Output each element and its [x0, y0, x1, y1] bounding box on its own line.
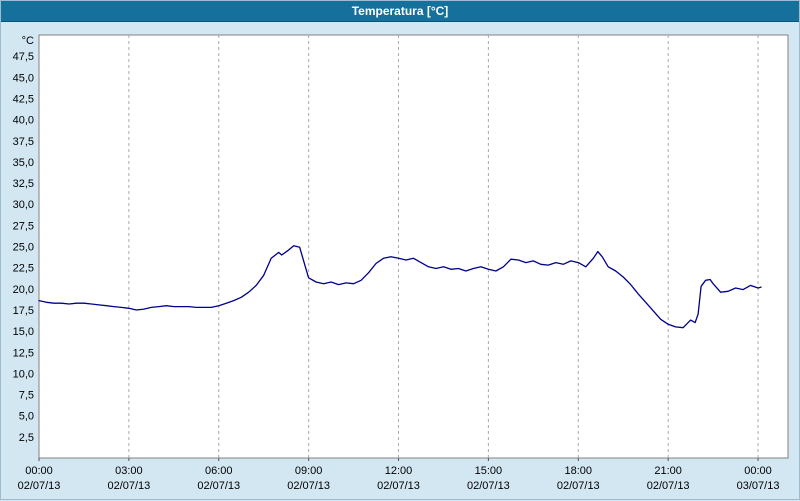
svg-text:10,0: 10,0: [13, 368, 34, 380]
svg-text:03:00: 03:00: [115, 465, 143, 477]
svg-text:03/07/13: 03/07/13: [737, 480, 780, 492]
svg-text:02/07/13: 02/07/13: [647, 480, 690, 492]
svg-text:47,5: 47,5: [13, 51, 34, 63]
svg-text:37,5: 37,5: [13, 136, 34, 148]
svg-text:15,0: 15,0: [13, 326, 34, 338]
title-bar[interactable]: Temperatura [°C]: [1, 1, 799, 22]
svg-text:7,5: 7,5: [19, 390, 34, 402]
svg-text:18:00: 18:00: [565, 465, 593, 477]
y-axis-unit-label: °C: [22, 35, 34, 47]
svg-text:21:00: 21:00: [654, 465, 682, 477]
svg-text:02/07/13: 02/07/13: [287, 480, 330, 492]
svg-text:32,5: 32,5: [13, 178, 34, 190]
x-axis-labels: 00:00 02/07/13 03:00 02/07/13 06:00 02/07/13 0…: [18, 465, 780, 492]
svg-text:12,5: 12,5: [13, 347, 34, 359]
svg-text:27,5: 27,5: [13, 220, 34, 232]
svg-text:35,0: 35,0: [13, 157, 34, 169]
svg-text:02/07/13: 02/07/13: [557, 480, 600, 492]
svg-text:15:00: 15:00: [475, 465, 503, 477]
temperature-chart: 47,5 45,0 42,5 40,0 37,5 35,0 32,5 30,0 27,5 25,0…: [13, 34, 789, 492]
svg-text:02/07/13: 02/07/13: [18, 480, 61, 492]
plot-area: [38, 34, 789, 459]
svg-text:02/07/13: 02/07/13: [467, 480, 510, 492]
gridlines: [128, 35, 759, 458]
x-tick-marks: [38, 458, 759, 461]
svg-text:20,0: 20,0: [13, 284, 34, 296]
chart-container: 47,5 45,0 42,5 40,0 37,5 35,0 32,5 30,0 27,5 25,0…: [1, 22, 800, 501]
svg-text:06:00: 06:00: [205, 465, 233, 477]
svg-text:30,0: 30,0: [13, 199, 34, 211]
svg-text:12:00: 12:00: [385, 465, 413, 477]
svg-text:02/07/13: 02/07/13: [377, 480, 420, 492]
svg-text:00:00: 00:00: [25, 465, 53, 477]
svg-text:45,0: 45,0: [13, 72, 34, 84]
svg-text:09:00: 09:00: [295, 465, 323, 477]
svg-text:02/07/13: 02/07/13: [197, 480, 240, 492]
svg-text:02/07/13: 02/07/13: [107, 480, 150, 492]
svg-text:2,5: 2,5: [19, 432, 34, 444]
svg-text:40,0: 40,0: [13, 115, 34, 127]
y-axis-labels: 47,5 45,0 42,5 40,0 37,5 35,0 32,5 30,0 27,5 25,0…: [13, 51, 34, 444]
svg-text:00:00: 00:00: [744, 465, 772, 477]
svg-text:25,0: 25,0: [13, 242, 34, 254]
svg-text:5,0: 5,0: [19, 411, 34, 423]
svg-text:22,5: 22,5: [13, 263, 34, 275]
svg-text:17,5: 17,5: [13, 305, 34, 317]
svg-text:42,5: 42,5: [13, 93, 34, 105]
temperature-line: [38, 245, 762, 329]
